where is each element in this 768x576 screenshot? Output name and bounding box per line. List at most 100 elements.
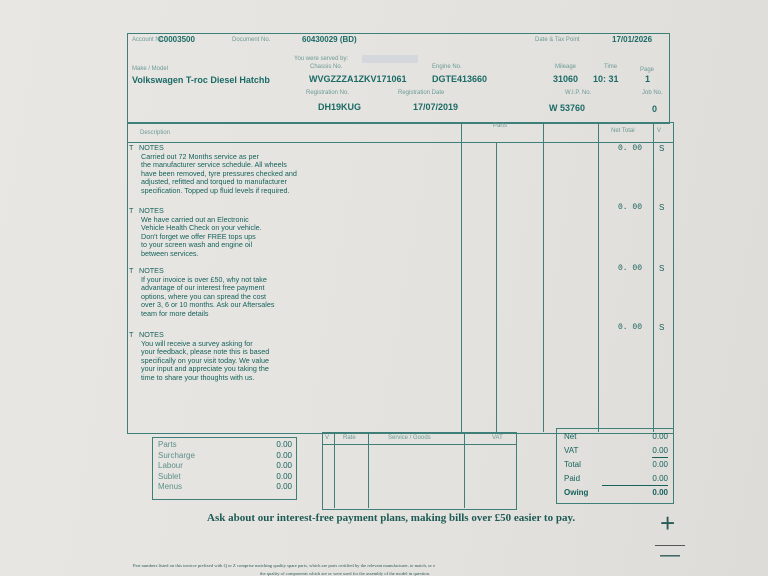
date-value: 17/01/2026 bbox=[612, 35, 653, 44]
totals-value: 0.00 bbox=[652, 432, 668, 441]
reg-label: Registration No. bbox=[306, 90, 350, 96]
totals-value: 0.00 bbox=[652, 473, 668, 483]
breakdown-value: 0.00 bbox=[276, 440, 292, 449]
account-no: C0003500 bbox=[158, 35, 195, 44]
breakdown-value: 0.00 bbox=[276, 461, 292, 470]
col-net-total: Net Total bbox=[611, 128, 635, 134]
line-type: T bbox=[129, 206, 134, 215]
engine-value: DGTE413660 bbox=[432, 74, 488, 84]
promo-text: Ask about our interest-free payment plan… bbox=[207, 512, 576, 524]
wip-value: W 53760 bbox=[549, 103, 586, 113]
line-type: T bbox=[129, 330, 134, 339]
breakdown-row: Sublet 0.00 bbox=[158, 472, 292, 483]
vat-col-service: Service / Goods bbox=[388, 435, 431, 441]
breakdown-row: Surcharge 0.00 bbox=[158, 451, 292, 462]
totals-row: Paid 0.00 bbox=[564, 472, 668, 486]
col-divider bbox=[496, 142, 497, 432]
reg-date-label: Registration Date bbox=[398, 90, 445, 96]
document-no: 60430029 (BD) bbox=[302, 35, 357, 44]
line-title: NOTES bbox=[139, 330, 164, 339]
line-vat-code: S bbox=[659, 264, 665, 273]
totals-row: Owing 0.00 bbox=[564, 485, 668, 500]
totals-label: Paid bbox=[564, 473, 581, 483]
header-box bbox=[127, 33, 670, 124]
breakdown-label: Sublet bbox=[158, 471, 181, 481]
line-net: 0. 00 bbox=[618, 203, 643, 212]
col-divider bbox=[653, 122, 654, 432]
line-title: NOTES bbox=[139, 266, 164, 275]
job-value: 0 bbox=[652, 104, 658, 114]
line-item: T NOTES We have carried out an Electroni… bbox=[129, 206, 353, 259]
chassis-label: Chassis No. bbox=[310, 64, 343, 70]
zoom-divider bbox=[655, 545, 685, 546]
reg-value: DH19KUG bbox=[318, 102, 362, 112]
col-divider bbox=[598, 122, 599, 432]
zoom-in-button[interactable]: + bbox=[660, 508, 676, 538]
vat-table bbox=[322, 432, 517, 510]
col-divider bbox=[368, 432, 369, 508]
breakdown-box bbox=[152, 437, 297, 500]
col-divider bbox=[461, 122, 462, 432]
line-item: T NOTES If your invoice is over £50, why… bbox=[129, 266, 353, 319]
vat-col-vat: VAT bbox=[492, 435, 503, 441]
reg-date-value: 17/07/2019 bbox=[413, 102, 459, 112]
totals-value: 0.00 bbox=[652, 444, 668, 458]
col-description: Description bbox=[140, 130, 171, 136]
totals-row: Net 0.00 bbox=[564, 430, 668, 444]
line-body: We have carried out an Electronic Vehicl… bbox=[141, 214, 262, 258]
col-divider bbox=[464, 432, 465, 508]
line-type: T bbox=[129, 143, 134, 152]
col-divider bbox=[543, 122, 544, 432]
line-net: 0. 00 bbox=[618, 323, 643, 332]
time-label: Time bbox=[604, 64, 618, 70]
totals-box bbox=[556, 428, 674, 504]
line-item: T NOTES You will receive a survey asking… bbox=[129, 330, 353, 383]
account-label: Account No. bbox=[132, 37, 165, 43]
zoom-out-button[interactable]: — bbox=[660, 544, 680, 566]
line-body: You will receive a survey asking for you… bbox=[141, 338, 270, 382]
col-parts: Parts bbox=[493, 123, 508, 129]
line-title: NOTES bbox=[139, 206, 164, 215]
make-value: Volkswagen T-roc Diesel Hatchb bbox=[132, 75, 270, 85]
line-net: 0. 00 bbox=[618, 264, 643, 273]
job-label: Job No. bbox=[642, 90, 663, 96]
make-label: Make / Model bbox=[132, 66, 169, 72]
line-body: If your invoice is over £50, why not tak… bbox=[141, 274, 275, 318]
totals-list: Net 0.00 VAT 0.00 Total 0.00 Paid 0.00 Owing… bbox=[564, 430, 668, 500]
fine-print-2: the quality of components which are or w… bbox=[260, 571, 431, 576]
breakdown-label: Parts bbox=[158, 440, 177, 449]
breakdown-label: Menus bbox=[158, 482, 183, 491]
totals-label: Net bbox=[564, 432, 577, 441]
page-label: Page bbox=[640, 67, 655, 73]
totals-value: 0.00 bbox=[652, 460, 668, 469]
fine-print: Part numbers listed on this invoice pref… bbox=[133, 563, 436, 568]
breakdown-list: Parts 0.00 Surcharge 0.00 Labour 0.00 Suble… bbox=[158, 440, 292, 493]
breakdown-value: 0.00 bbox=[276, 471, 292, 481]
vat-col-rate: Rate bbox=[343, 435, 356, 441]
date-label: Date & Tax Point bbox=[535, 37, 580, 43]
wip-label: W.I.P. No. bbox=[565, 90, 592, 96]
breakdown-label: Labour bbox=[158, 461, 183, 470]
chassis-value: WVGZZZA1ZKV171061 bbox=[309, 74, 407, 84]
mileage-value: 31060 bbox=[553, 74, 579, 84]
line-body: Carried out 72 Months service as per the… bbox=[141, 151, 297, 195]
line-title: NOTES bbox=[139, 143, 164, 152]
line-type: T bbox=[129, 266, 134, 275]
engine-label: Engine No. bbox=[432, 64, 462, 70]
page-value: 1 bbox=[645, 74, 651, 84]
totals-value: 0.00 bbox=[652, 488, 668, 497]
vat-header-line bbox=[322, 444, 516, 445]
line-vat-code: S bbox=[659, 323, 665, 332]
breakdown-value: 0.00 bbox=[276, 482, 292, 491]
breakdown-label: Surcharge bbox=[158, 450, 195, 460]
served-by-label: You were served by: bbox=[294, 56, 349, 62]
time-value: 10: 31 bbox=[593, 74, 619, 84]
line-item: T NOTES Carried out 72 Months service as… bbox=[129, 143, 353, 196]
mileage-label: Mileage bbox=[555, 64, 577, 70]
breakdown-value: 0.00 bbox=[276, 450, 292, 460]
totals-row: Total 0.00 bbox=[564, 458, 668, 472]
line-vat-code: S bbox=[659, 144, 665, 153]
totals-row: VAT 0.00 bbox=[564, 444, 668, 458]
document-label: Document No. bbox=[232, 37, 271, 43]
